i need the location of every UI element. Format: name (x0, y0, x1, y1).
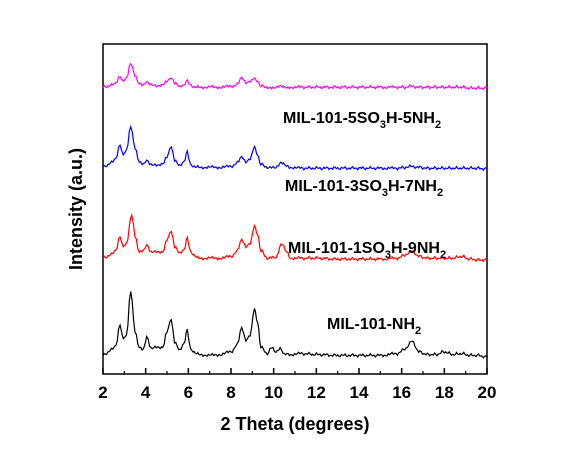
x-tick-label: 20 (478, 383, 497, 402)
series-line (102, 62, 488, 91)
x-axis-ticks: 2 4 6 8 10 12 14 16 18 20 (98, 368, 496, 402)
series-labels: MIL-101-NH2 MIL-101-1SO3H-9NH2 MIL-101-3SO… (283, 110, 446, 337)
series-line (102, 212, 488, 263)
series-label: MIL-101-5SO3H-5NH2 (283, 110, 441, 131)
y-axis-title: Intensity (a.u.) (66, 148, 86, 270)
x-tick-label: 2 (98, 383, 107, 402)
x-tick-label: 8 (226, 383, 235, 402)
x-tick-label: 18 (435, 383, 454, 402)
x-tick-label: 12 (307, 383, 326, 402)
series-traces (102, 62, 488, 359)
x-axis-title: 2 Theta (degrees) (220, 414, 369, 434)
x-tick-label: 10 (264, 383, 283, 402)
series-label: MIL-101-1SO3H-9NH2 (288, 240, 446, 261)
x-tick-label: 4 (141, 383, 151, 402)
series-label: MIL-101-3SO3H-7NH2 (285, 178, 443, 199)
series-label: MIL-101-NH2 (327, 316, 421, 337)
x-tick-label: 16 (392, 383, 411, 402)
x-tick-label: 14 (350, 383, 369, 402)
series-line (102, 291, 488, 359)
x-tick-label: 6 (184, 383, 193, 402)
series-line (102, 124, 488, 172)
plot-frame (102, 43, 488, 375)
